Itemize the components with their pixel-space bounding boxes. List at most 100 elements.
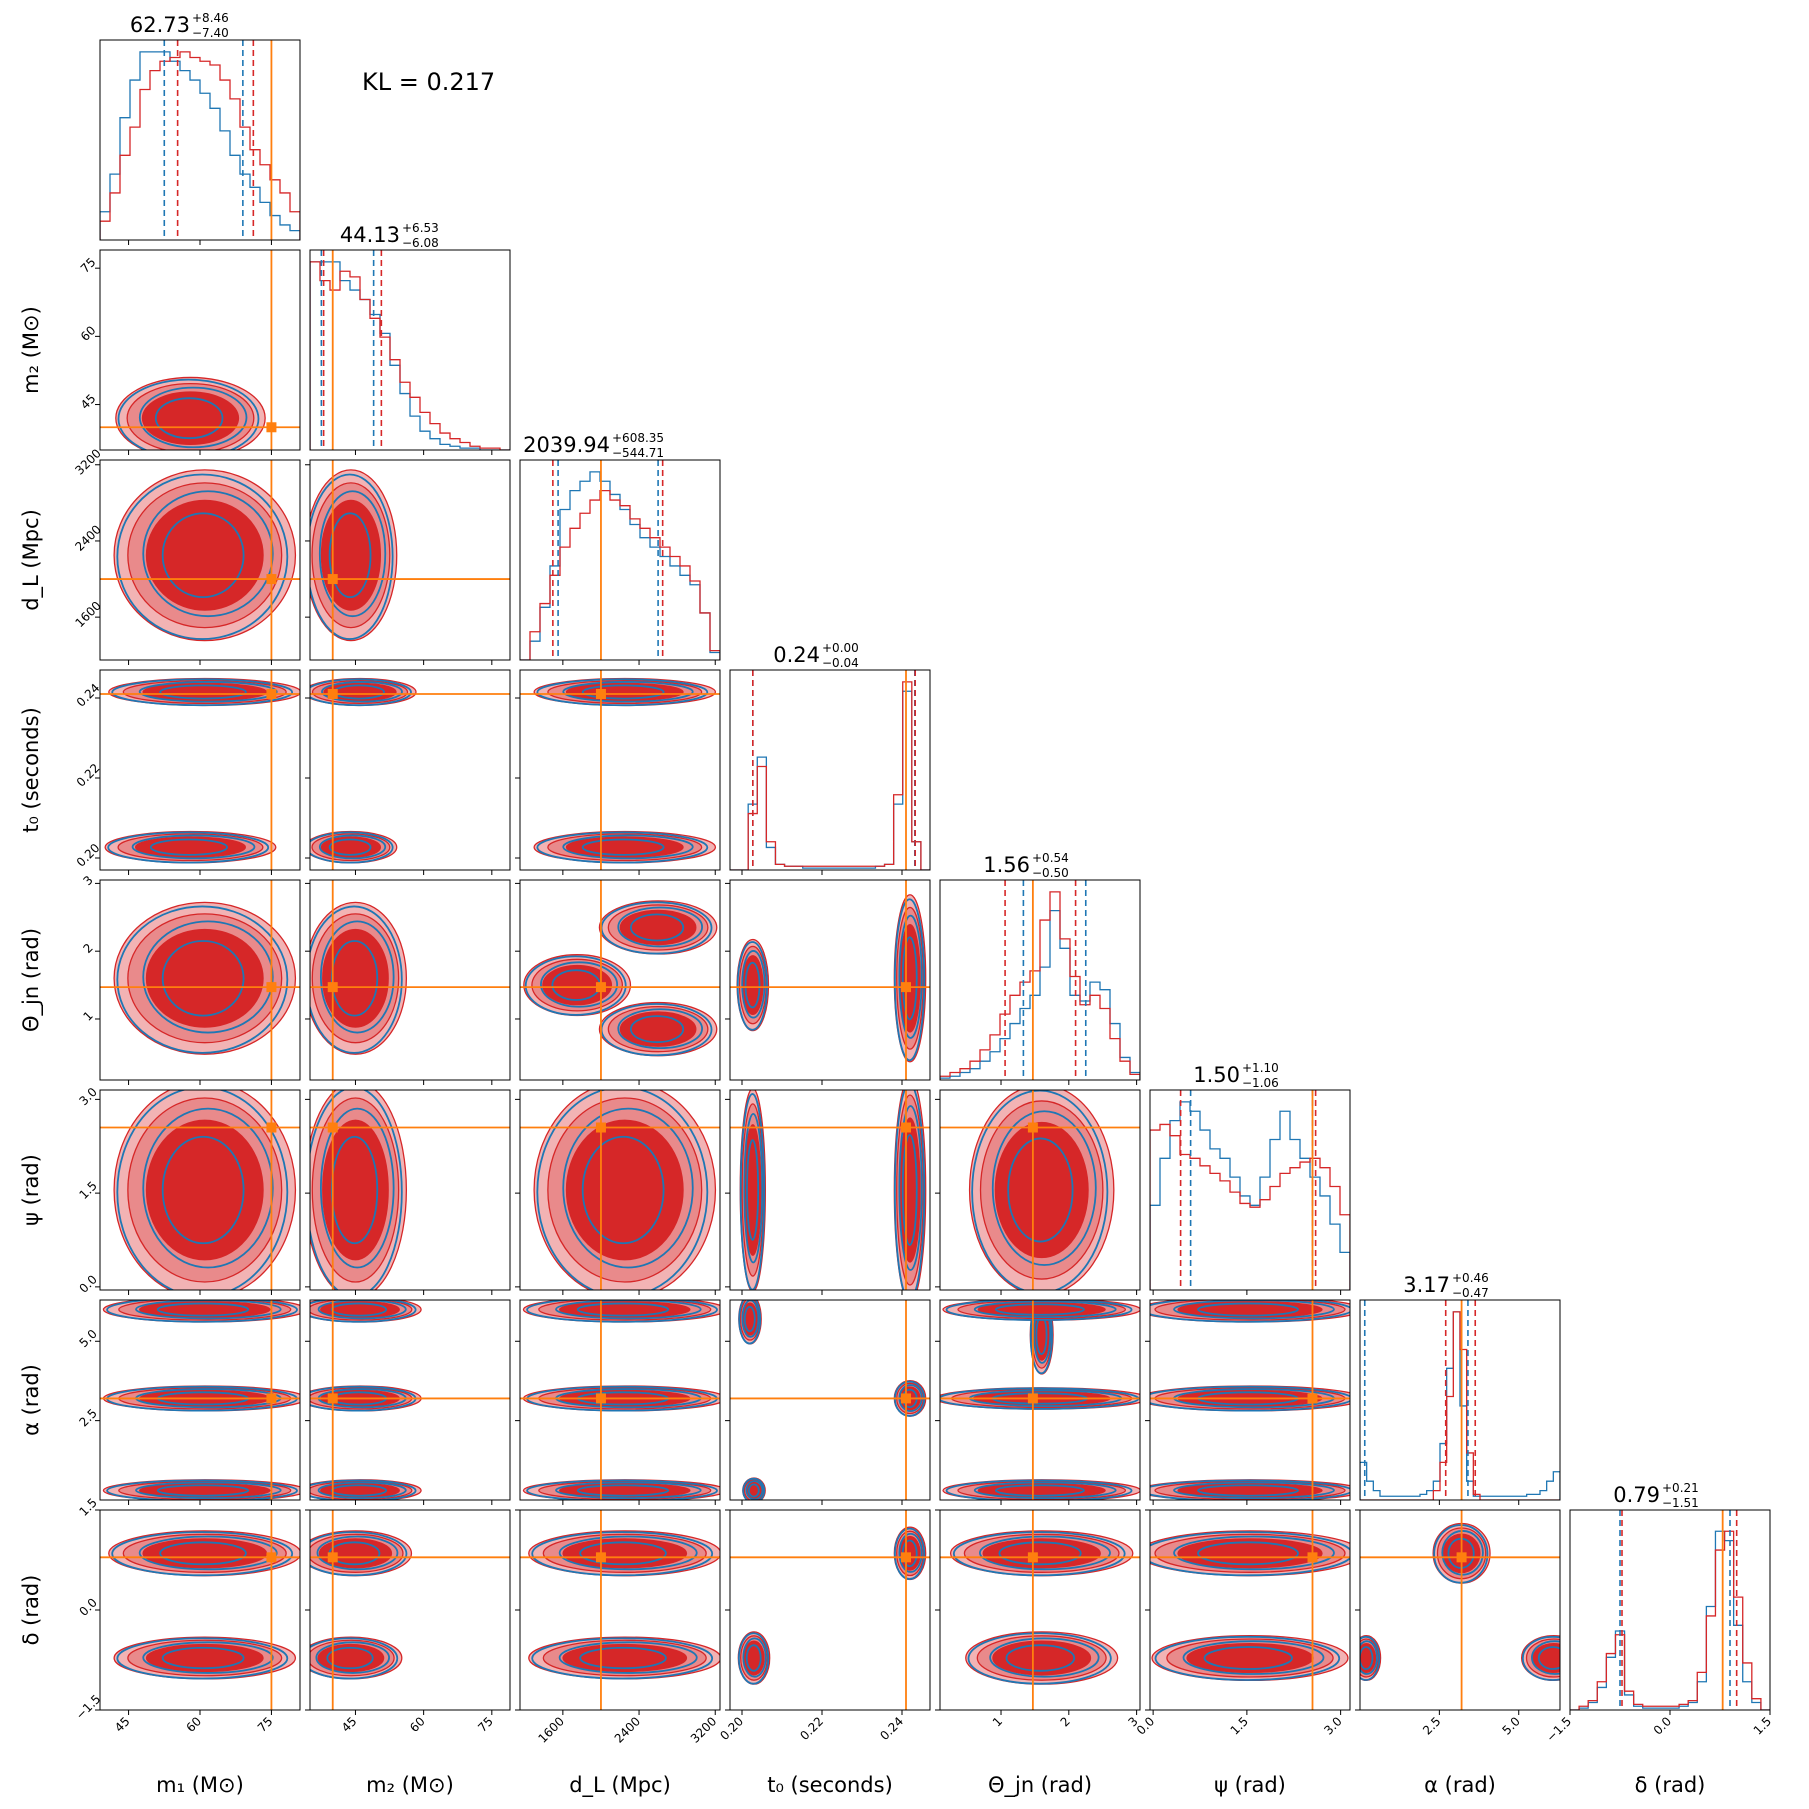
title-plus-delta: +0.21 [1662, 1481, 1699, 1495]
title-value-alpha: 3.17 [1403, 1273, 1450, 1297]
frame-5-1 [309, 1089, 511, 1291]
title-minus-t0: −0.04 [822, 656, 859, 670]
contour-a-inner-0 [145, 1119, 264, 1261]
contour-b-inner-0 [159, 684, 247, 700]
contour-b-inner-0 [159, 1541, 247, 1566]
contour-b-mid-0 [138, 681, 278, 703]
contour-b-mid-0 [1173, 1535, 1335, 1571]
panel-theta-vs-t0 [725, 879, 931, 1085]
contour-b-inner-0 [154, 397, 224, 440]
contour-b-inner-1 [743, 1305, 756, 1333]
contour-a-inner-0 [141, 391, 240, 446]
panel-inner-7-2 [520, 1510, 720, 1710]
truth-marker-7-4 [1027, 1552, 1038, 1563]
contour-b-outer-0 [536, 678, 709, 707]
contour-b-mid-1 [315, 1641, 390, 1674]
contour-b-inner-1 [330, 1302, 388, 1317]
contour-b-inner-2 [330, 1484, 388, 1497]
contour-a-inner-0 [562, 1538, 688, 1569]
panel-inner-5-1 [310, 1090, 510, 1290]
panel-theta-vs-dL [515, 879, 721, 1085]
panel-t0-vs-dL [515, 669, 721, 875]
diag-panel-m2 [309, 249, 511, 455]
contour-b-mid-0 [991, 1110, 1097, 1266]
contour-b-mid-0 [558, 1535, 698, 1571]
panels-layer [95, 39, 1771, 1715]
kl-divergence-label: KL = 0.217 [362, 68, 495, 96]
contour-a-inner-0 [1177, 1538, 1323, 1569]
title-plus-alpha: +0.46 [1452, 1271, 1489, 1285]
panel-inner-5-2 [520, 1090, 720, 1290]
truth-marker-7-6 [1456, 1552, 1467, 1563]
panel-psi-vs-t0 [725, 1089, 931, 1295]
title-value-m1: 62.73 [130, 13, 190, 37]
contour-b-inner-0 [161, 940, 245, 1017]
x-axis-label-dL: d_L (Mpc) [569, 1773, 671, 1798]
contour-b-inner-2 [1537, 1646, 1560, 1670]
panel-delta-vs-dL [515, 1509, 721, 1715]
diag-panel-delta [1569, 1509, 1771, 1715]
contour-b-mid-0 [142, 920, 274, 1034]
contour-b-mid-1 [989, 1637, 1100, 1678]
truth-marker-3-1 [327, 689, 338, 699]
contour-b-inner-0 [330, 1135, 379, 1245]
panel-inner-5-3 [730, 1090, 930, 1290]
diag-inner-m1 [100, 40, 300, 240]
title-minus-delta: −1.51 [1662, 1496, 1699, 1510]
contour-b-inner-0 [998, 1541, 1082, 1566]
panel-delta-vs-m1 [95, 1509, 301, 1715]
contour-b-mid-0 [321, 681, 403, 703]
diag-panel-alpha [1359, 1299, 1561, 1505]
frame-4-2 [519, 879, 721, 1081]
truth-marker-3-2 [595, 689, 606, 699]
frame-6-2 [519, 1299, 721, 1501]
contour-b-outer-0 [310, 905, 403, 1054]
contour-b-mid-2 [1173, 1481, 1335, 1499]
title-plus-psi: +1.10 [1242, 1061, 1279, 1075]
contour-b-outer-2 [106, 1479, 298, 1500]
title-plus-t0: +0.00 [822, 641, 859, 655]
contour-b-inner-1 [629, 913, 685, 942]
contour-b-outer-3 [945, 1479, 1133, 1500]
contour-b-mid-1 [742, 1637, 767, 1678]
contour-a-inner-1 [992, 1640, 1092, 1676]
contour-b-inner-1 [576, 1302, 670, 1317]
contour-b-outer-0 [310, 1531, 408, 1577]
truth-marker-7-2 [595, 1552, 606, 1563]
contour-b-mid-1 [131, 834, 256, 860]
panel-theta-vs-m1 [95, 879, 301, 1085]
y-axis-label-alpha: α (rad) [19, 1364, 43, 1436]
frame-alpha [1359, 1299, 1561, 1501]
diag-inner-theta [940, 880, 1140, 1080]
truth-marker-5-4 [1027, 1122, 1038, 1133]
contour-b-outer-0 [1150, 1531, 1350, 1577]
diag-panel-m1 [99, 39, 301, 245]
contour-b-inner-1 [1360, 1646, 1374, 1670]
contour-b-outer-0 [736, 941, 768, 1031]
contour-b-inner-0 [161, 512, 245, 599]
panel-psi-vs-dL [515, 1089, 721, 1295]
panel-inner-2-0 [100, 460, 300, 660]
contour-a-inner-0 [145, 928, 264, 1028]
truth-marker-5-1 [327, 1122, 338, 1133]
contour-b-mid-1 [1182, 1640, 1325, 1675]
contour-b-inner-1 [1005, 1644, 1076, 1672]
frame-6-4 [939, 1299, 1141, 1501]
truth-marker-1-0 [266, 422, 277, 433]
contour-b-outer-0 [116, 1090, 289, 1290]
frame-6-3 [729, 1299, 931, 1501]
contour-b-inner-2 [994, 1303, 1085, 1316]
panel-alpha-vs-m1 [95, 1299, 301, 1505]
contour-a-inner-1 [1186, 1642, 1314, 1674]
contour-b-mid-0 [898, 1532, 923, 1573]
contour-b-mid-3 [973, 1481, 1117, 1499]
contour-b-inner-1 [156, 1302, 250, 1317]
truth-marker-6-0 [266, 1393, 277, 1404]
contour-b-outer-1 [967, 1632, 1112, 1685]
contour-b-outer-0 [117, 378, 260, 450]
truth-marker-7-0 [266, 1552, 277, 1563]
contour-b-mid-2 [135, 1481, 282, 1499]
panel-delta-vs-t0 [725, 1509, 931, 1715]
panel-inner-6-3 [730, 1300, 930, 1500]
panel-theta-vs-m2 [305, 879, 511, 1085]
